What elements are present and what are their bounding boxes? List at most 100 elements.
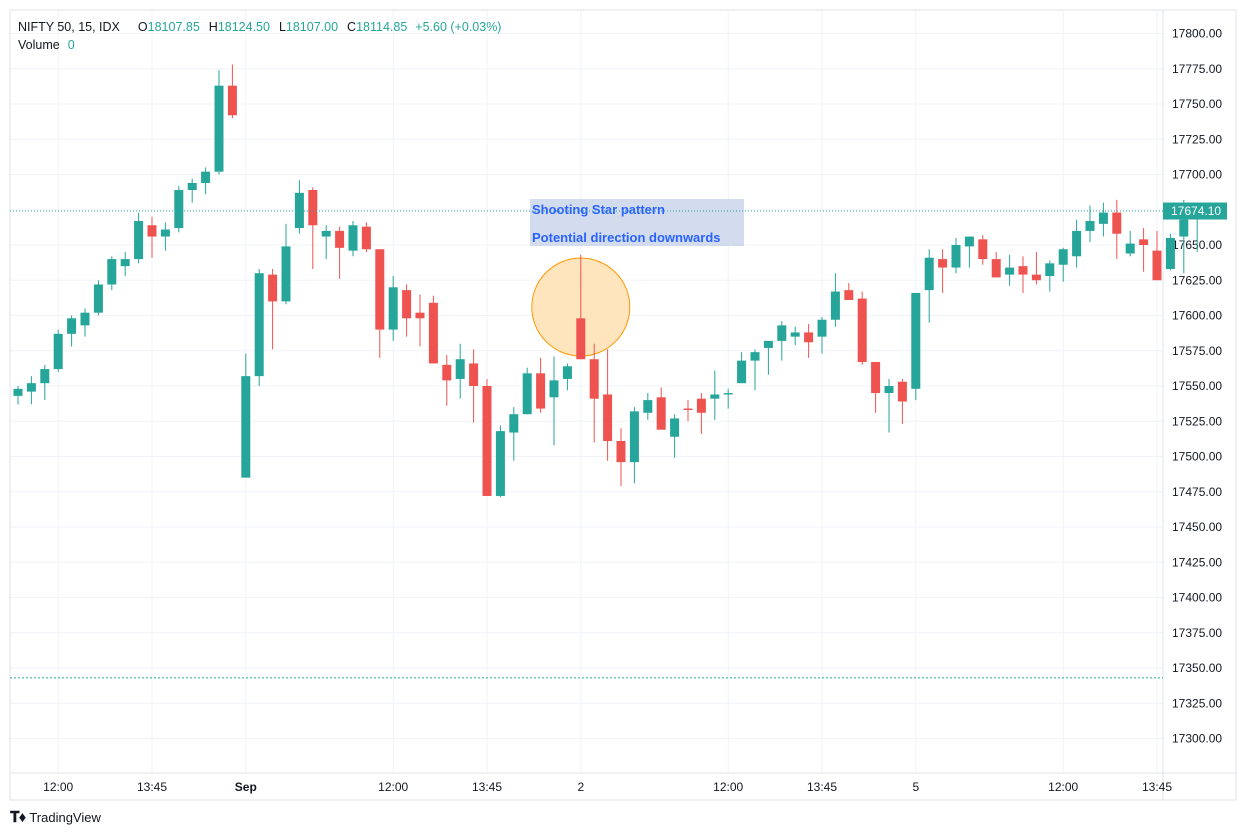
annotation-box[interactable]: [530, 199, 744, 246]
candle[interactable]: [1165, 233, 1175, 271]
candle[interactable]: [670, 414, 680, 458]
candle[interactable]: [1152, 230, 1162, 281]
candle[interactable]: [857, 291, 867, 365]
candle[interactable]: [281, 223, 291, 305]
candle[interactable]: [254, 268, 264, 386]
candle[interactable]: [1072, 219, 1082, 268]
candle[interactable]: [844, 283, 854, 300]
candle[interactable]: [388, 276, 398, 341]
candle[interactable]: [227, 64, 237, 119]
candle[interactable]: [455, 343, 465, 399]
candle[interactable]: [1005, 254, 1015, 286]
candle[interactable]: [522, 367, 532, 415]
candle[interactable]: [160, 222, 170, 251]
candle[interactable]: [80, 308, 90, 337]
candle[interactable]: [1098, 202, 1108, 237]
candle[interactable]: [643, 393, 653, 420]
candle[interactable]: [978, 235, 988, 265]
candle[interactable]: [710, 370, 720, 420]
candle[interactable]: [777, 321, 787, 361]
candle[interactable]: [107, 256, 117, 291]
candle[interactable]: [1045, 260, 1055, 292]
candle[interactable]: [871, 362, 881, 413]
candle[interactable]: [603, 349, 613, 461]
candle[interactable]: [656, 387, 666, 430]
candle[interactable]: [938, 249, 948, 293]
candle[interactable]: [187, 178, 197, 203]
candle[interactable]: [737, 352, 747, 384]
candle[interactable]: [562, 363, 572, 391]
candle[interactable]: [120, 252, 130, 277]
candle[interactable]: [402, 284, 412, 337]
candle[interactable]: [750, 349, 760, 391]
candle[interactable]: [241, 353, 251, 478]
candle[interactable]: [321, 225, 331, 260]
candle[interactable]: [723, 388, 733, 409]
candle[interactable]: [53, 329, 63, 372]
candle[interactable]: [134, 212, 144, 264]
candle[interactable]: [589, 343, 599, 443]
candle[interactable]: [415, 294, 425, 347]
candle[interactable]: [817, 316, 827, 354]
candle[interactable]: [911, 292, 921, 401]
candle[interactable]: [549, 356, 559, 446]
candle[interactable]: [616, 428, 626, 487]
candle[interactable]: [308, 187, 318, 269]
candle[interactable]: [26, 376, 36, 405]
candle[interactable]: [924, 249, 934, 323]
candle[interactable]: [268, 268, 278, 350]
candle[interactable]: [294, 180, 304, 234]
candle[interactable]: [509, 407, 519, 461]
price-tick-label: 17800.00: [1172, 27, 1222, 41]
candle[interactable]: [1139, 228, 1149, 272]
pattern-annotation[interactable]: Shooting Star pattern Potential directio…: [530, 199, 744, 357]
candle[interactable]: [495, 425, 505, 498]
candle[interactable]: [40, 364, 50, 401]
candle[interactable]: [214, 70, 224, 175]
candle[interactable]: [361, 222, 371, 253]
price-axis[interactable]: 17800.00 17775.00 17750.00 17725.00 17700.00…: [1172, 27, 1222, 746]
candle-body: [134, 221, 144, 260]
candle[interactable]: [469, 349, 479, 423]
candle[interactable]: [536, 357, 546, 413]
tradingview-logo-icon[interactable]: 𝐓♦: [10, 809, 26, 826]
candle[interactable]: [428, 295, 438, 364]
candle[interactable]: [375, 249, 385, 358]
candle[interactable]: [629, 407, 639, 484]
candle[interactable]: [763, 340, 773, 375]
candle[interactable]: [348, 221, 358, 257]
candle[interactable]: [790, 326, 800, 346]
candle[interactable]: [1058, 247, 1068, 282]
candle[interactable]: [1018, 256, 1028, 293]
candle[interactable]: [1031, 252, 1041, 285]
candle[interactable]: [1085, 205, 1095, 243]
candle[interactable]: [93, 280, 103, 316]
candle[interactable]: [991, 252, 1001, 278]
candle[interactable]: [1125, 230, 1135, 257]
candle[interactable]: [335, 226, 345, 279]
candle[interactable]: [13, 386, 23, 405]
volume-label[interactable]: Volume: [18, 38, 60, 52]
candle[interactable]: [964, 236, 974, 268]
symbol-title[interactable]: NIFTY 50, 15, IDX: [18, 20, 120, 34]
candle-body: [254, 273, 264, 377]
candle[interactable]: [696, 393, 706, 434]
candle[interactable]: [804, 323, 814, 358]
candle[interactable]: [147, 216, 157, 258]
candle[interactable]: [201, 167, 211, 195]
candle[interactable]: [897, 378, 907, 425]
candle[interactable]: [576, 254, 586, 360]
candle[interactable]: [442, 354, 452, 406]
brand-name[interactable]: TradingView: [29, 810, 101, 825]
candle[interactable]: [174, 185, 184, 233]
candle[interactable]: [951, 237, 961, 274]
candle[interactable]: [884, 378, 894, 433]
candle[interactable]: [830, 273, 840, 327]
candles[interactable]: [13, 64, 1202, 498]
candle[interactable]: [683, 400, 693, 422]
candle[interactable]: [67, 315, 77, 347]
candle[interactable]: [482, 378, 492, 496]
time-axis[interactable]: 12:00 13:45 Sep 12:00 13:45 2 12:00 13:45 5 12:00…: [43, 780, 1172, 794]
candle[interactable]: [1112, 199, 1122, 260]
